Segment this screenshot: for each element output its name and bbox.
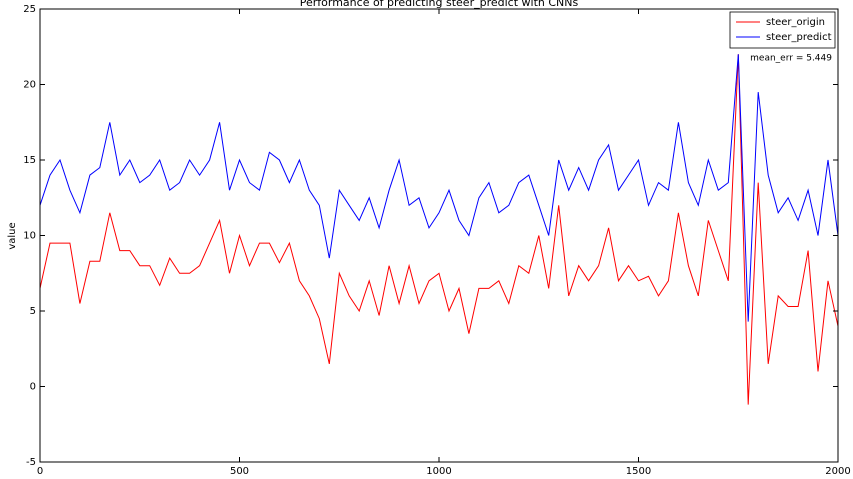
data-line: [39, 54, 839, 322]
y-tick-label: 5: [30, 306, 36, 317]
x-tick-label: 1000: [426, 466, 451, 477]
x-tick-label: 0: [37, 466, 43, 477]
y-tick-label: 20: [23, 80, 36, 91]
legend-label: steer_predict: [766, 32, 832, 43]
x-tick-label: 500: [230, 466, 249, 477]
x-tick-label: 1500: [626, 466, 651, 477]
legend-box: [729, 11, 836, 49]
legend-label: steer_origin: [766, 17, 825, 28]
annotation: mean_err = 5.449: [750, 54, 832, 64]
data-line: [39, 54, 839, 405]
y-axis-label: value: [7, 222, 18, 249]
x-tick-label: 2000: [825, 466, 850, 477]
plot-frame: [39, 8, 839, 463]
y-tick-label: 0: [30, 382, 36, 393]
chart-title: Performance of predicting steer_predict …: [300, 0, 579, 9]
y-tick-label: 15: [23, 155, 36, 166]
y-tick-label: 25: [23, 4, 36, 15]
y-tick-label: 10: [23, 231, 36, 242]
y-tick-label: -5: [26, 457, 36, 468]
